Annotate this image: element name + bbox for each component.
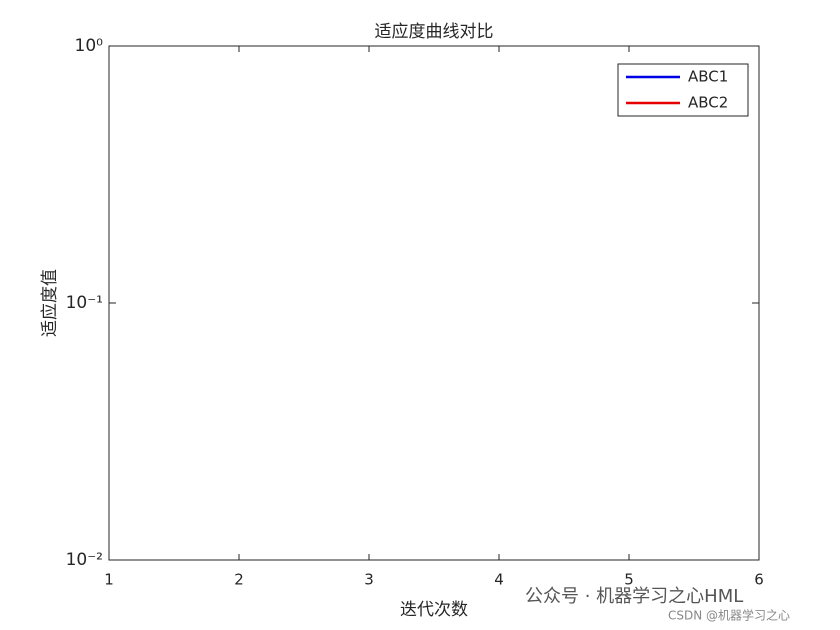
y-axis-label: 适应度值: [40, 269, 60, 337]
y-tick-label: 10⁻²: [66, 550, 103, 570]
watermark: 公众号 · 机器学习之心HML: [525, 586, 743, 607]
x-axis-label: 迭代次数: [400, 600, 468, 620]
legend-label: ABC1: [688, 68, 728, 86]
x-tick-label: 1: [104, 571, 114, 589]
legend-box: [617, 63, 749, 117]
x-tick-label: 2: [234, 571, 244, 589]
legend-label: ABC2: [688, 94, 728, 112]
x-tick-label: 6: [754, 571, 764, 589]
x-tick-label: 5: [624, 571, 634, 589]
plot-area: [108, 45, 760, 561]
y-tick-label: 10⁰: [75, 36, 104, 56]
watermark-sub: CSDN @机器学习之心: [668, 608, 790, 623]
x-tick-label: 4: [494, 571, 504, 589]
y-tick-label: 10⁻¹: [66, 293, 103, 313]
x-tick-label: 3: [364, 571, 374, 589]
chart-title: 适应度曲线对比: [375, 22, 494, 42]
